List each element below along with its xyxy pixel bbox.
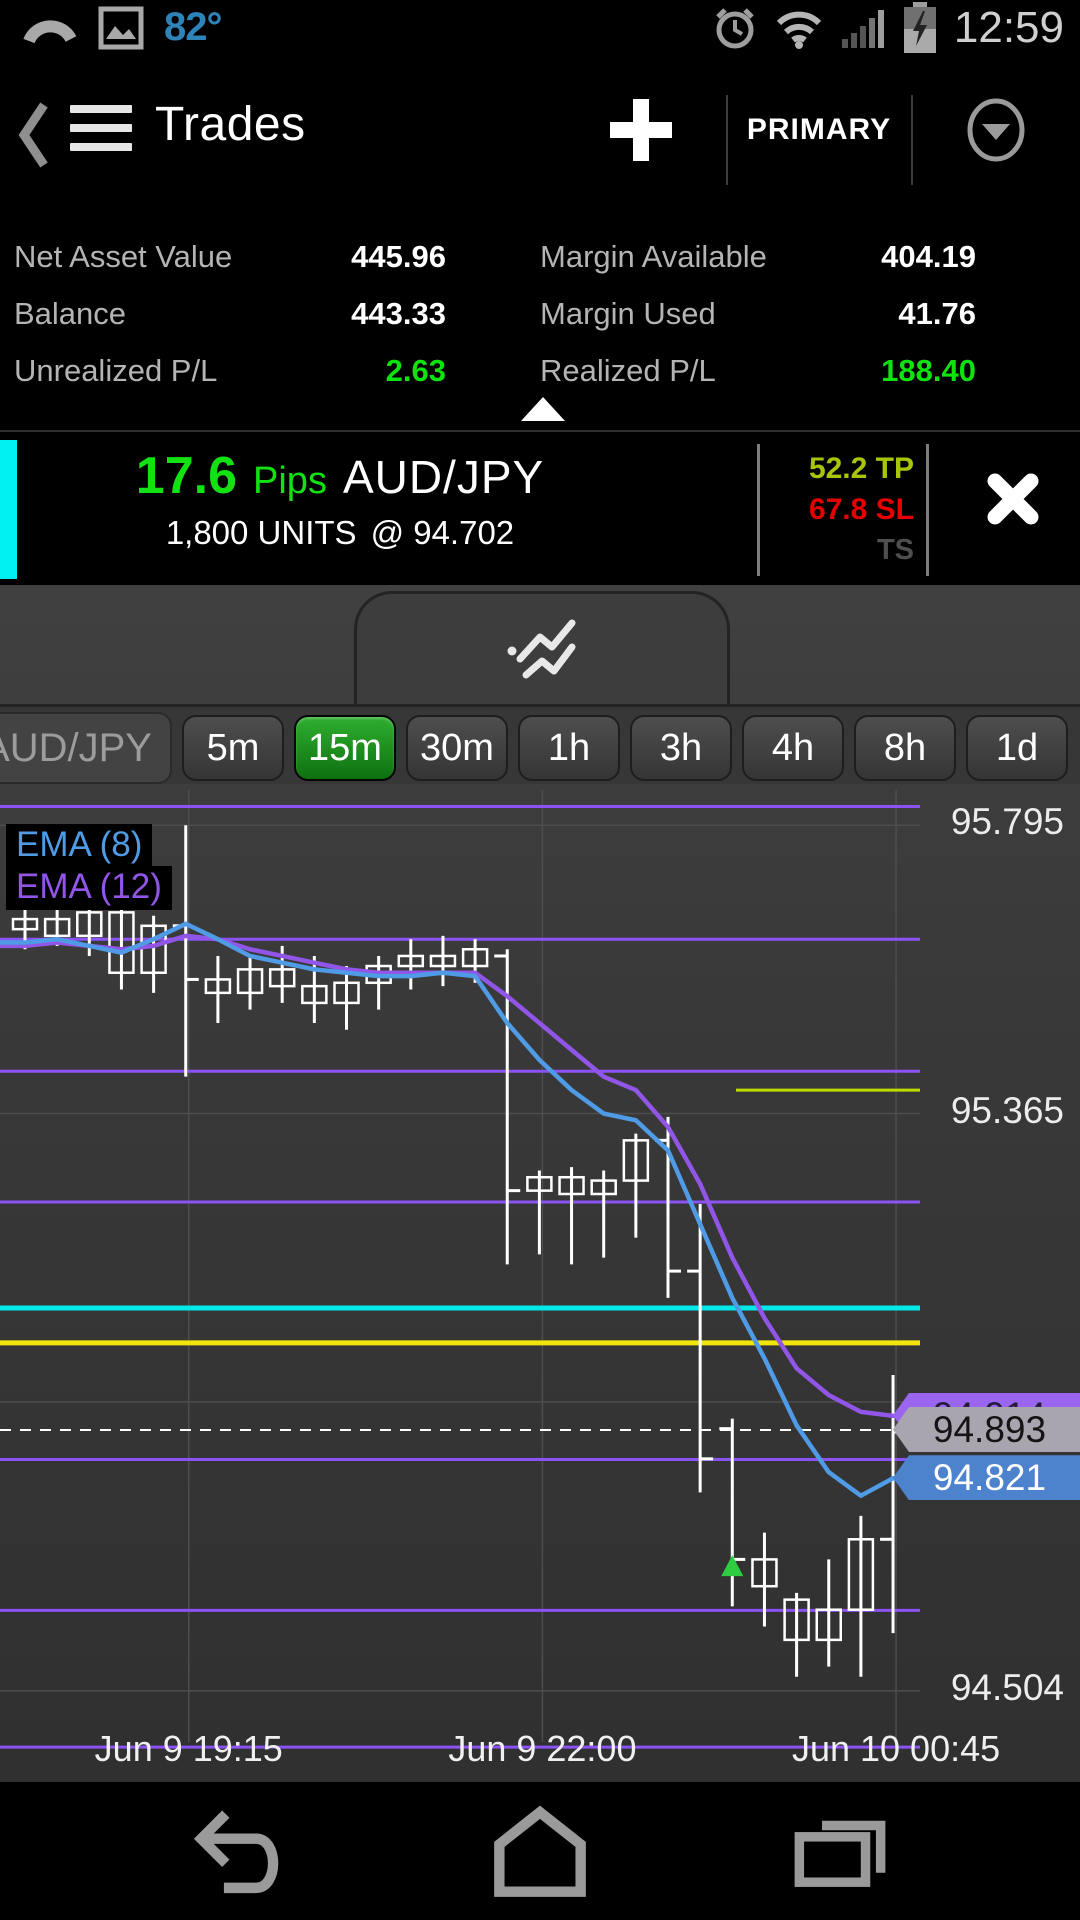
trade-instrument: AUD/JPY xyxy=(342,451,545,503)
legend-ema12: EMA (12) xyxy=(6,866,172,910)
signal-arc-icon xyxy=(23,19,77,44)
pair-tab[interactable]: AUD/JPY xyxy=(0,712,172,784)
account-stat-row: Realized P/L 188.40 xyxy=(540,345,976,402)
timeframe-button-8h[interactable]: 8h xyxy=(854,715,956,781)
account-summary-panel: Net Asset Value 445.96 Balance 443.33 Unreal… xyxy=(0,213,1080,430)
candlestick-series xyxy=(11,825,907,1677)
chart-type-tab[interactable] xyxy=(354,591,730,704)
y-axis-label: 94.504 xyxy=(950,1666,1064,1708)
x-axis-label: Jun 10 00:45 xyxy=(791,1728,1001,1769)
header-divider xyxy=(726,95,728,185)
trade-units: 1,800 UNITS xyxy=(165,514,357,551)
battery-charging-icon xyxy=(903,1,936,53)
account-stat-row: Balance 443.33 xyxy=(14,288,446,345)
temperature-notification: 82° xyxy=(164,5,222,49)
status-right-icons: 12:59 xyxy=(712,1,1080,54)
stop-loss-value: 67.8 SL xyxy=(808,493,914,526)
account-selector[interactable]: PRIMARY xyxy=(746,113,892,146)
timeframe-button-3h[interactable]: 3h xyxy=(630,715,732,781)
x-axis-label: Jun 9 22:00 xyxy=(448,1728,637,1769)
price-tag-94.821: 94.821 xyxy=(893,1455,1080,1501)
close-icon xyxy=(987,473,1039,525)
ema8-line xyxy=(0,921,916,1498)
pair-tab-label: AUD/JPY xyxy=(0,725,152,770)
menu-icon[interactable] xyxy=(70,105,132,151)
x-axis-label: Jun 9 19:15 xyxy=(94,1728,283,1769)
y-axis-label: 95.795 xyxy=(950,801,1064,843)
clock-time: 12:59 xyxy=(953,2,1064,52)
app-header: Trades PRIMARY xyxy=(0,55,1080,268)
cell-signal-icon xyxy=(841,9,884,48)
back-icon xyxy=(193,1810,279,1894)
close-trade-button[interactable] xyxy=(946,468,1080,530)
collapse-panel-arrow[interactable] xyxy=(521,397,565,421)
trade-open-price: @ 94.702 xyxy=(370,514,515,551)
wifi-icon xyxy=(776,11,822,49)
nav-recents-button[interactable] xyxy=(785,1796,895,1906)
account-stat-value: 443.33 xyxy=(351,296,446,331)
account-stat-label: Realized P/L xyxy=(540,353,716,388)
account-stat-value: 404.19 xyxy=(881,239,976,274)
line-chart-icon xyxy=(507,619,576,679)
account-stat-value: 41.76 xyxy=(898,296,976,331)
open-trade-row[interactable]: 17.6 Pips AUD/JPY 1,800 UNITS @ 94.702 5… xyxy=(0,430,1080,585)
dropdown-circle-icon[interactable] xyxy=(963,97,1029,163)
back-chevron-icon[interactable] xyxy=(16,99,50,171)
timeframe-button-15m[interactable]: 15m xyxy=(294,715,396,781)
add-trade-button[interactable] xyxy=(608,97,674,163)
timeframe-button-1d[interactable]: 1d xyxy=(966,715,1068,781)
timeframe-button-5m[interactable]: 5m xyxy=(182,715,284,781)
trade-entry-marker xyxy=(721,1555,744,1577)
photo-notification-icon xyxy=(98,6,144,49)
nav-back-button[interactable] xyxy=(185,1796,295,1906)
account-stat-row: Unrealized P/L 2.63 xyxy=(14,345,446,402)
status-left-icons: 82° xyxy=(0,5,222,50)
trade-divider xyxy=(926,444,929,576)
alarm-clock-icon xyxy=(716,7,754,48)
account-stat-value: 188.40 xyxy=(881,353,976,388)
trade-pips-label: Pips xyxy=(253,460,327,502)
android-nav-bar xyxy=(0,1782,1080,1920)
timeframe-button-30m[interactable]: 30m xyxy=(406,715,508,781)
account-stat-label: Margin Used xyxy=(540,296,716,331)
price-tag-94.893: 94.893 xyxy=(893,1406,1080,1452)
account-stat-row: Margin Available 404.19 xyxy=(540,231,976,288)
status-bar: 82° xyxy=(0,0,1080,55)
take-profit-value: 52.2 TP xyxy=(808,452,914,485)
timeframe-button-4h[interactable]: 4h xyxy=(742,715,844,781)
account-stat-label: Unrealized P/L xyxy=(14,353,218,388)
account-stat-label: Margin Available xyxy=(540,239,767,274)
account-stat-value: 445.96 xyxy=(351,239,446,274)
account-stat-value: 2.63 xyxy=(385,353,446,388)
trade-accent-bar xyxy=(0,440,17,579)
trailing-stop-label: TS xyxy=(876,534,914,566)
account-stat-row: Margin Used 41.76 xyxy=(540,288,976,345)
trade-orders: 52.2 TP 67.8 SL TS xyxy=(770,448,914,571)
trade-summary: 17.6 Pips AUD/JPY 1,800 UNITS @ 94.702 xyxy=(60,446,620,552)
price-chart-plot[interactable] xyxy=(0,785,1080,1782)
recents-icon xyxy=(794,1820,886,1887)
trade-divider xyxy=(757,444,760,576)
account-stat-row: Net Asset Value 445.96 xyxy=(14,231,446,288)
legend-ema8: EMA (8) xyxy=(6,824,153,868)
account-stat-label: Balance xyxy=(14,296,127,331)
trade-pips-value: 17.6 xyxy=(135,447,238,505)
y-axis-label: 95.365 xyxy=(950,1089,1064,1131)
timeframe-buttons: 5m 15m 30m 1h 3h 4h 8h 1d xyxy=(182,715,1068,781)
nav-home-button[interactable] xyxy=(485,1796,595,1906)
account-stat-label: Net Asset Value xyxy=(14,239,233,274)
account-summary-left-column: Net Asset Value 445.96 Balance 443.33 Unreal… xyxy=(14,231,446,402)
timeframe-button-1h[interactable]: 1h xyxy=(518,715,620,781)
header-divider xyxy=(911,95,913,185)
account-summary-right-column: Margin Available 404.19 Margin Used 41.76 Re… xyxy=(540,231,976,402)
page-title: Trades xyxy=(155,98,306,151)
home-icon xyxy=(494,1805,586,1897)
